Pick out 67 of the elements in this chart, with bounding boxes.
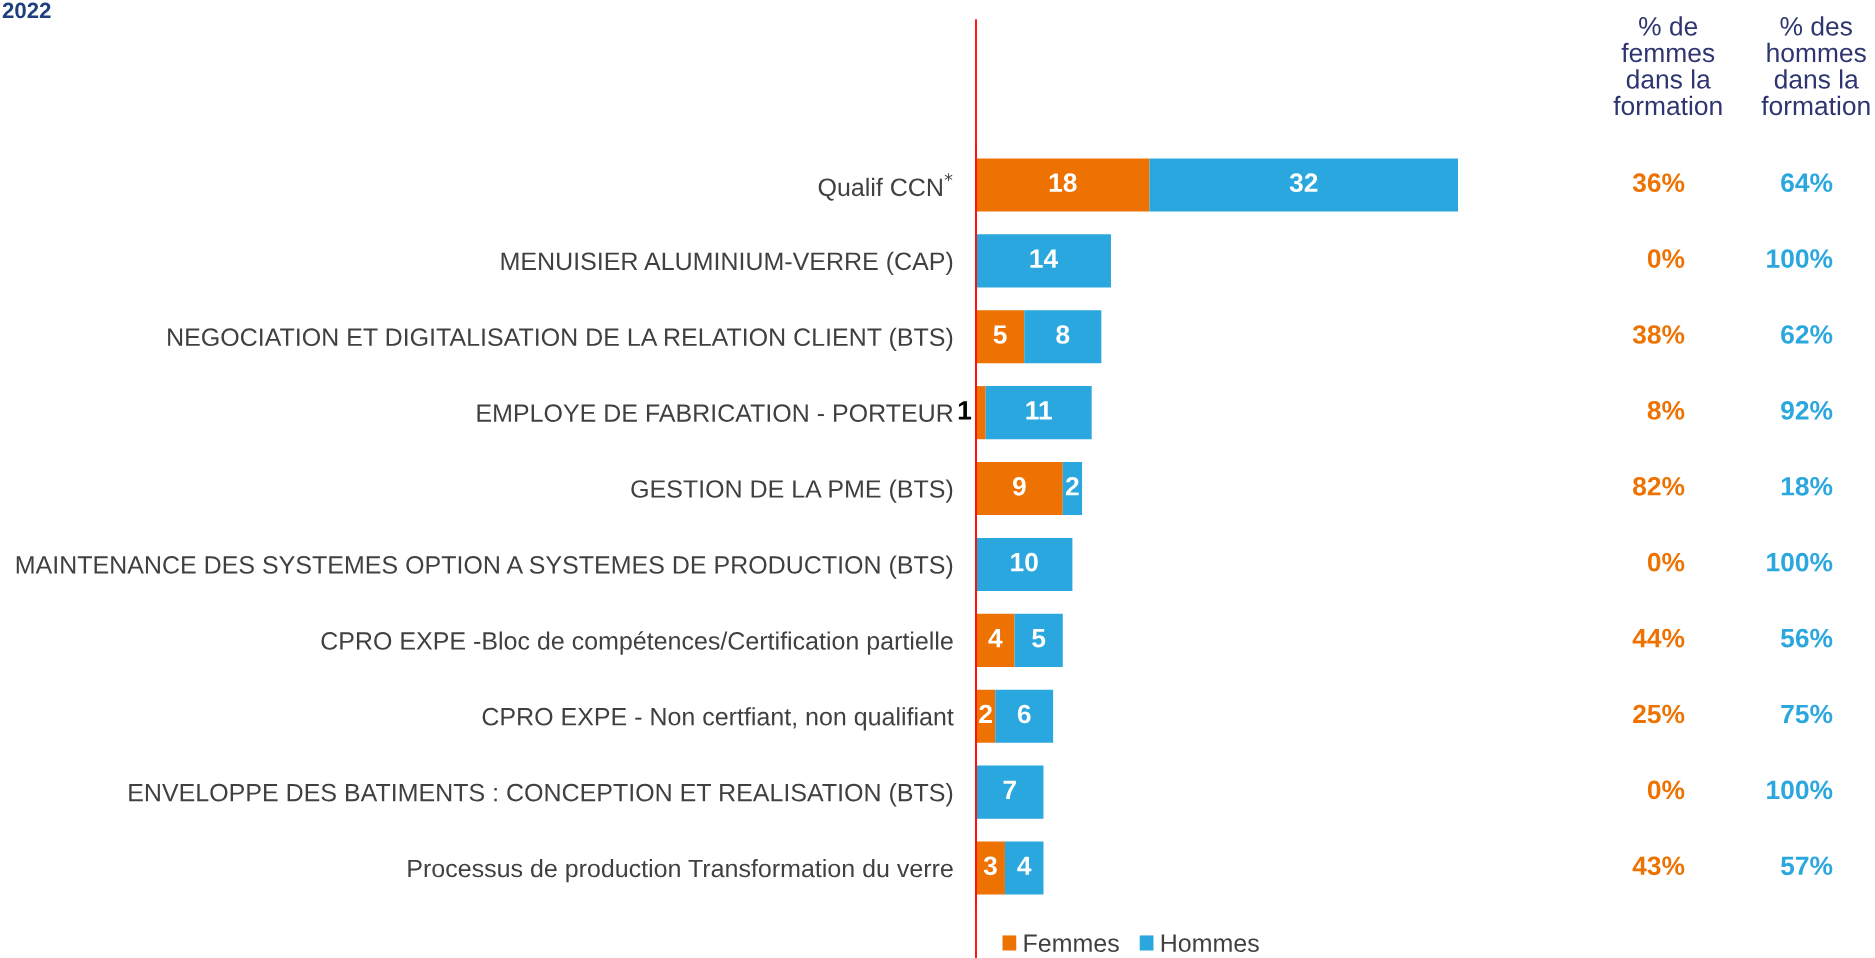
text: 18%	[1781, 476, 1833, 496]
text: 82%	[1633, 476, 1685, 496]
y-tick-label: Processus de production Transformation du verre	[408, 858, 953, 883]
y-tick-label: CPRO EXPE -Bloc de compétences/Certification partielle	[321, 631, 953, 655]
bar	[976, 537, 1073, 592]
data-label: 5	[1032, 629, 1046, 648]
bar	[976, 234, 1111, 288]
bar	[1014, 613, 1063, 667]
data-label: 6	[1017, 704, 1031, 724]
legend-label: Hommes	[1161, 934, 1259, 953]
data-label: 3	[983, 856, 997, 876]
data-label: 32	[1289, 173, 1318, 193]
text: 57%	[1781, 856, 1833, 876]
text: 0%	[1647, 552, 1685, 572]
bar	[976, 841, 1005, 895]
bar	[976, 765, 1044, 819]
text: 38%	[1632, 325, 1685, 344]
y-tick-label: NEGOCIATION ET DIGITALISATION DE LA RELATION CLIENT (BTS)	[168, 327, 953, 351]
text: 25%	[1633, 704, 1685, 724]
text: 0%	[1647, 249, 1685, 268]
data-label: 8	[1056, 325, 1070, 344]
bar	[1004, 841, 1044, 895]
text: 2022	[2, 2, 51, 19]
data-label: 9	[1012, 476, 1026, 496]
data-label: 11	[1026, 401, 1052, 420]
legend-label: Femmes	[1024, 934, 1119, 953]
bar	[976, 158, 1150, 212]
text: 92%	[1781, 401, 1833, 420]
data-label: 2	[1065, 476, 1079, 496]
text: 56%	[1781, 628, 1833, 648]
text: 8%	[1647, 401, 1685, 420]
text: 0%	[1647, 780, 1685, 800]
text: 100%	[1767, 552, 1833, 572]
y-tick-label: Qualif CCN$^{*}$	[818, 173, 953, 201]
data-label: 18	[1049, 173, 1077, 193]
text: 75%	[1781, 704, 1833, 724]
text: 100%	[1767, 780, 1833, 800]
data-label: 2	[979, 704, 992, 724]
text: % des hommes dans la formation	[1761, 16, 1870, 116]
text: % de femmes dans la formation	[1613, 16, 1722, 116]
bar	[976, 613, 1015, 667]
data-label: 5	[993, 325, 1007, 344]
text: 100%	[1767, 249, 1833, 268]
text: 62%	[1781, 325, 1833, 344]
y-tick-label: CPRO EXPE - Non certfiant, non qualifiant	[482, 707, 954, 731]
data-label: 1	[958, 401, 972, 420]
y-tick-label: GESTION DE LA PME (BTS)	[631, 479, 953, 503]
data-label: 7	[1003, 780, 1016, 799]
data-label: 4	[988, 629, 1003, 648]
text: 64%	[1781, 173, 1833, 193]
text: 36%	[1632, 173, 1685, 193]
y-tick-label: MENUISIER ALUMINIUM-VERRE (CAP)	[501, 251, 953, 276]
data-label: 4	[1017, 856, 1032, 875]
y-tick-label: ENVELOPPE DES BATIMENTS : CONCEPTION ET REALISATION (BTS)	[129, 783, 953, 807]
text: 43%	[1632, 856, 1685, 876]
bar	[1149, 158, 1458, 212]
y-tick-label: EMPLOYE DE FABRICATION - PORTEUR	[477, 404, 953, 422]
text: 44%	[1632, 628, 1685, 648]
bar	[995, 689, 1054, 743]
bar	[976, 310, 1025, 364]
data-label: 14	[1030, 249, 1059, 268]
bar	[976, 386, 986, 440]
bar	[1024, 310, 1102, 364]
y-tick-label: MAINTENANCE DES SYSTEMES OPTION A SYSTEMES DE PRODUCTION (BTS)	[16, 555, 953, 579]
bar	[976, 461, 1063, 516]
bar	[985, 386, 1092, 440]
data-label: 10	[1011, 552, 1038, 572]
